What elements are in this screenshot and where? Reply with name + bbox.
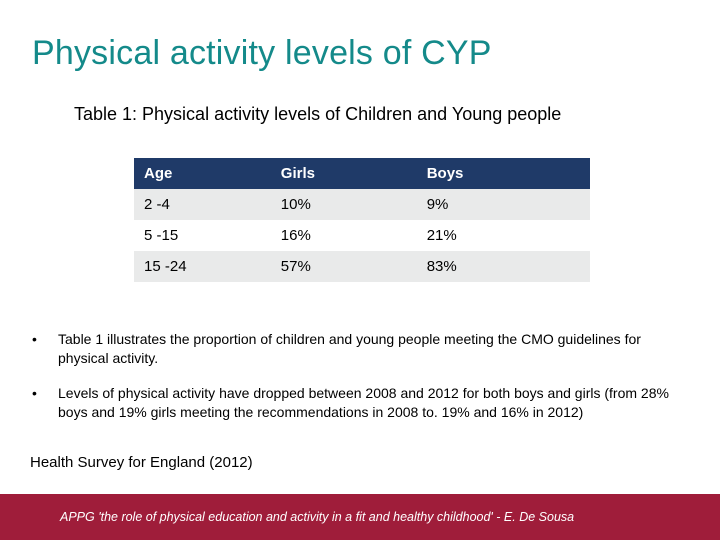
source-citation: Health Survey for England (2012) (30, 454, 253, 471)
table-cell: 10% (271, 189, 417, 220)
list-item-text: Table 1 illustrates the proportion of ch… (58, 330, 690, 368)
bullet-dot: • (30, 384, 58, 422)
table-cell: 21% (417, 220, 590, 251)
slide: { "title": { "text": "Physical activity … (0, 0, 720, 540)
table-cell: 16% (271, 220, 417, 251)
data-table: AgeGirlsBoys 2 -410%9%5 -1516%21%15 -245… (134, 158, 590, 282)
page-title: Physical activity levels of CYP (32, 34, 492, 73)
bullet-list: •Table 1 illustrates the proportion of c… (30, 330, 690, 438)
bullet-dot: • (30, 330, 58, 368)
table-row: 2 -410%9% (134, 189, 590, 220)
table-body: 2 -410%9%5 -1516%21%15 -2457%83% (134, 189, 590, 282)
list-item: •Levels of physical activity have droppe… (30, 384, 690, 422)
table-row: 15 -2457%83% (134, 251, 590, 282)
table-caption: Table 1: Physical activity levels of Chi… (74, 104, 561, 125)
table-row: 5 -1516%21% (134, 220, 590, 251)
table-cell: 83% (417, 251, 590, 282)
table-cell: 5 -15 (134, 220, 271, 251)
list-item: •Table 1 illustrates the proportion of c… (30, 330, 690, 368)
list-item-text: Levels of physical activity have dropped… (58, 384, 690, 422)
footer-text: APPG 'the role of physical education and… (60, 510, 574, 524)
table-header-cell: Girls (271, 158, 417, 189)
table-header-cell: Age (134, 158, 271, 189)
table-cell: 15 -24 (134, 251, 271, 282)
footer-bar: APPG 'the role of physical education and… (0, 494, 720, 540)
table-cell: 2 -4 (134, 189, 271, 220)
table-cell: 57% (271, 251, 417, 282)
table-header-row: AgeGirlsBoys (134, 158, 590, 189)
table-header-cell: Boys (417, 158, 590, 189)
table-cell: 9% (417, 189, 590, 220)
